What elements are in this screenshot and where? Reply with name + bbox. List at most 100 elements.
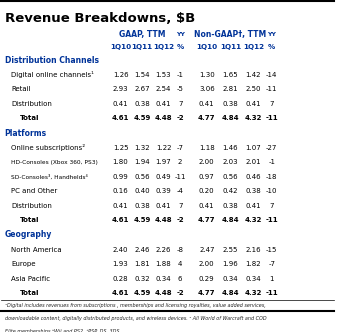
Text: -11: -11 [265,290,278,296]
Text: 1.93: 1.93 [113,261,128,267]
Text: 4.48: 4.48 [155,290,172,296]
Text: 1Q10: 1Q10 [196,44,217,50]
Text: 1.26: 1.26 [113,72,128,78]
Text: 4.77: 4.77 [198,217,216,223]
Text: 0.46: 0.46 [246,174,261,180]
Text: 0.97: 0.97 [199,174,215,180]
Text: 1.07: 1.07 [245,145,261,151]
Text: 1.96: 1.96 [222,261,238,267]
Text: 0.38: 0.38 [222,101,238,107]
Text: 1.54: 1.54 [134,72,150,78]
Text: YY: YY [267,32,276,37]
Text: Total: Total [20,217,39,223]
Text: 1.81: 1.81 [134,261,150,267]
Text: 6: 6 [178,276,183,282]
Text: 2.00: 2.00 [199,159,215,165]
Text: 1.65: 1.65 [223,72,238,78]
Text: -11: -11 [265,116,278,122]
Text: 4.77: 4.77 [198,290,216,296]
Text: 1.30: 1.30 [199,72,215,78]
Text: 0.41: 0.41 [156,203,171,209]
Text: 1Q12: 1Q12 [243,44,264,50]
Text: 0.56: 0.56 [223,174,238,180]
Text: 0.56: 0.56 [134,174,150,180]
Text: YY: YY [176,32,185,37]
Text: 1.46: 1.46 [223,145,238,151]
Text: Non-GAAP†, TTM: Non-GAAP†, TTM [194,30,266,39]
Text: 4.84: 4.84 [222,217,239,223]
Text: -14: -14 [266,72,277,78]
Text: 1.53: 1.53 [156,72,171,78]
Text: Asia Pacific: Asia Pacific [11,276,50,282]
Text: 1Q11: 1Q11 [131,44,152,50]
Text: -11: -11 [174,174,186,180]
Text: 4: 4 [178,261,183,267]
Text: 4.59: 4.59 [133,116,150,122]
Text: -1: -1 [177,72,184,78]
Text: -11: -11 [265,217,278,223]
Text: Revenue Breakdowns, $B: Revenue Breakdowns, $B [5,12,195,25]
Text: 0.41: 0.41 [246,101,261,107]
Text: 2.54: 2.54 [156,86,171,92]
Text: 4.32: 4.32 [245,290,262,296]
Text: 7: 7 [178,101,183,107]
Text: 2.46: 2.46 [134,247,150,253]
Text: downloadable content, digitally distributed products, and wireless devices. ² Al: downloadable content, digitally distribu… [5,316,266,321]
Text: 2.67: 2.67 [134,86,150,92]
Text: Online subscriptions²: Online subscriptions² [11,144,86,151]
Text: 4.48: 4.48 [155,116,172,122]
Text: 0.40: 0.40 [134,188,150,194]
Text: -7: -7 [268,261,275,267]
Text: 4.61: 4.61 [112,290,129,296]
Text: 3.06: 3.06 [199,86,215,92]
Text: 2: 2 [178,159,183,165]
Text: 0.29: 0.29 [199,276,215,282]
Text: GAAP, TTM: GAAP, TTM [119,30,165,39]
Text: 2.50: 2.50 [246,86,261,92]
Text: 1.97: 1.97 [156,159,171,165]
Text: -27: -27 [266,145,277,151]
Text: North America: North America [11,247,62,253]
Text: Distribution: Distribution [11,101,52,107]
Text: Total: Total [20,290,39,296]
Text: Retail: Retail [11,86,31,92]
Text: 0.20: 0.20 [199,188,215,194]
Text: 2.81: 2.81 [223,86,238,92]
Text: 0.38: 0.38 [134,101,150,107]
Text: 1: 1 [269,276,274,282]
Text: 0.41: 0.41 [113,203,128,209]
Text: 1.88: 1.88 [156,261,171,267]
Text: -8: -8 [177,247,184,253]
Text: 0.34: 0.34 [246,276,261,282]
Text: 0.39: 0.39 [156,188,171,194]
Text: 4.32: 4.32 [245,217,262,223]
Text: Platforms: Platforms [5,128,47,137]
Text: 0.41: 0.41 [199,203,215,209]
Text: 0.28: 0.28 [113,276,128,282]
Text: 2.93: 2.93 [113,86,128,92]
Text: 0.34: 0.34 [223,276,238,282]
Text: -2: -2 [176,116,184,122]
Text: %: % [268,44,275,50]
Text: 2.16: 2.16 [246,247,261,253]
Text: HD-Consoles (Xbox 360, PS3): HD-Consoles (Xbox 360, PS3) [11,160,98,165]
Text: 7: 7 [178,203,183,209]
Text: 0.49: 0.49 [156,174,171,180]
Text: 4.32: 4.32 [245,116,262,122]
Text: 1.32: 1.32 [134,145,150,151]
Text: 0.16: 0.16 [113,188,128,194]
Text: SD-Consoles³, Handhelds⁴: SD-Consoles³, Handhelds⁴ [11,174,88,179]
Text: 4.61: 4.61 [112,116,129,122]
Text: -4: -4 [177,188,184,194]
Text: 4.48: 4.48 [155,217,172,223]
Text: 1.94: 1.94 [134,159,150,165]
Text: PC and Other: PC and Other [11,188,57,194]
Text: 0.41: 0.41 [113,101,128,107]
Text: 1.25: 1.25 [113,145,128,151]
Text: 4.84: 4.84 [222,290,239,296]
Text: 7: 7 [269,101,274,107]
Text: -2: -2 [176,217,184,223]
Text: 1.82: 1.82 [246,261,261,267]
Text: -2: -2 [176,290,184,296]
Text: Europe: Europe [11,261,36,267]
